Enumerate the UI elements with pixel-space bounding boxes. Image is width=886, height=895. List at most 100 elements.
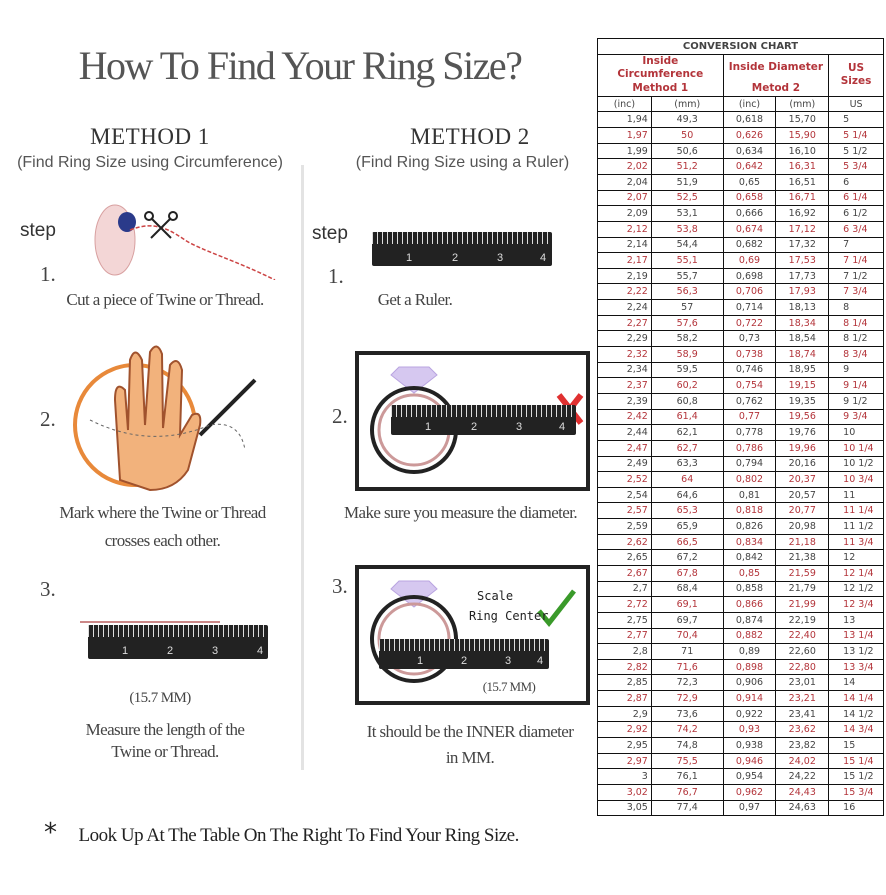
table-row: 2,32 58,9 0,738 18,74 8 3/4 — [597, 346, 884, 363]
table-cell: 0,874 — [722, 611, 777, 629]
table-row: 2,27 57,6 0,722 18,34 8 1/4 — [597, 314, 884, 332]
twine-spool-icon — [94, 204, 276, 280]
table-row: 3,02 76,7 0,962 24,43 15 3/4 — [597, 783, 884, 801]
table-row: 2,9 73,6 0,922 23,41 14 1/2 — [597, 705, 884, 723]
hand-icon — [73, 345, 257, 492]
table-cell: 6 1/2 — [828, 205, 884, 222]
table-cell: 68,4 — [650, 580, 724, 598]
table-cell: 0,69 — [722, 252, 777, 269]
table-cell: 2,59 — [597, 518, 652, 535]
table-cell: 2,85 — [597, 674, 652, 692]
table-row: 1,99 50,6 0,634 16,10 5 1/2 — [597, 142, 884, 160]
table-cell: 2,04 — [597, 173, 652, 191]
table-cell: 20,77 — [775, 502, 830, 520]
table-cell: 0,778 — [722, 424, 777, 441]
table-cell: 0,818 — [722, 502, 777, 520]
table-cell: 24,02 — [775, 752, 830, 770]
table-cell: 0,634 — [722, 142, 777, 160]
table-cell: 59,5 — [650, 361, 724, 379]
table-cell: 0,906 — [722, 674, 777, 692]
table-cell: 0,858 — [722, 580, 777, 598]
table-cell: 9 1/4 — [828, 377, 884, 394]
method2-step1-text: Get a Ruler. — [377, 290, 453, 309]
table-cell: 23,41 — [775, 705, 830, 723]
table-cell: 0,682 — [722, 236, 777, 254]
ruler-number: 4 — [540, 252, 547, 264]
table-cell: 75,5 — [650, 752, 724, 770]
table-row: 2,49 63,3 0,794 20,16 10 1/2 — [597, 455, 884, 473]
method1-step3-text2: Twine or Thread. — [111, 742, 219, 761]
table-cell: 7 1/2 — [828, 267, 884, 285]
table-cell: 0,826 — [722, 518, 777, 535]
table-row: 2,52 64 0,802 20,37 10 3/4 — [597, 471, 884, 488]
table-cell: 0,714 — [722, 299, 777, 316]
table-cell: 23,82 — [775, 737, 830, 754]
ruler-number: 2 — [461, 655, 468, 667]
table-row: 2,44 62,1 0,778 19,76 10 — [597, 424, 884, 441]
table-cell: 0,658 — [722, 189, 777, 207]
table-cell: 15,70 — [775, 111, 830, 129]
table-cell: 0,794 — [722, 455, 777, 473]
table-row: 2,47 62,7 0,786 19,96 10 1/4 — [597, 439, 884, 457]
table-cell: 24,22 — [775, 768, 830, 785]
column-header: (mm) — [775, 95, 830, 113]
table-row: 1,97 50 0,626 15,90 5 1/4 — [597, 127, 884, 144]
table-cell: 1,99 — [597, 142, 652, 160]
table-cell: 13 1/2 — [828, 643, 884, 660]
group2-subheader: Metod 2 — [722, 80, 830, 97]
table-cell: 6 — [828, 173, 884, 191]
table-cell: 2,52 — [597, 471, 652, 488]
table-cell: 14 1/4 — [828, 690, 884, 707]
table-cell: 0,89 — [722, 643, 777, 660]
table-cell: 0,722 — [722, 314, 777, 332]
table-cell: 66,5 — [650, 533, 724, 551]
table-cell: 2,14 — [597, 236, 652, 254]
table-cell: 3,02 — [597, 783, 652, 801]
table-cell: 2,29 — [597, 330, 652, 348]
table-row: 2,42 61,4 0,77 19,56 9 3/4 — [597, 408, 884, 426]
table-cell: 0,698 — [722, 267, 777, 285]
page-title: How To Find Your Ring Size? — [78, 43, 523, 88]
method1-step1-text: Cut a piece of Twine or Thread. — [66, 290, 264, 309]
table-cell: 2,39 — [597, 392, 652, 410]
table-cell: 0,946 — [722, 752, 777, 770]
table-cell: 2,8 — [597, 643, 652, 660]
table-cell: 10 3/4 — [828, 471, 884, 488]
table-row: 2,67 67,8 0,85 21,59 12 1/4 — [597, 565, 884, 582]
table-cell: 0,642 — [722, 158, 777, 175]
table-cell: 72,9 — [650, 690, 724, 707]
table-cell: 0,81 — [722, 486, 777, 504]
method1-step1-num: 1. — [40, 262, 56, 286]
table-cell: 2,9 — [597, 705, 652, 723]
table-row: 2,22 56,3 0,706 17,93 7 3/4 — [597, 283, 884, 301]
twine-line — [80, 621, 220, 623]
table-cell: 11 — [828, 486, 884, 504]
table-cell: 10 — [828, 424, 884, 441]
ruler-number: 3 — [516, 421, 523, 433]
table-cell: 0,754 — [722, 377, 777, 394]
table-cell: 7 3/4 — [828, 283, 884, 301]
table-cell: 13 — [828, 611, 884, 629]
table-cell: 50,6 — [650, 142, 724, 160]
method1-step3-num: 3. — [40, 577, 56, 601]
table-cell: 71,6 — [650, 658, 724, 676]
table-cell: 67,8 — [650, 565, 724, 582]
table-row: 2,57 65,3 0,818 20,77 11 1/4 — [597, 502, 884, 520]
method1-step3-text: Measure the length of the — [85, 720, 245, 739]
table-cell: 2,37 — [597, 377, 652, 394]
conversion-chart: CONVERSION CHART Inside Circumference Ins… — [597, 38, 884, 817]
table-row: 2,39 60,8 0,762 19,35 9 1/2 — [597, 392, 884, 410]
table-cell: 16,31 — [775, 158, 830, 175]
table-cell: 3,05 — [597, 799, 652, 817]
method2-step-label: step — [312, 223, 348, 244]
table-cell: 0,97 — [722, 799, 777, 817]
table-cell: 2,02 — [597, 158, 652, 175]
table-row: 2,17 55,1 0,69 17,53 7 1/4 — [597, 252, 884, 269]
table-cell: 72,3 — [650, 674, 724, 692]
table-cell: 2,57 — [597, 502, 652, 520]
table-cell: 2,54 — [597, 486, 652, 504]
pen-icon — [198, 378, 257, 437]
column-header: (mm) — [650, 95, 724, 113]
table-cell: 2,97 — [597, 752, 652, 770]
table-cell: 21,18 — [775, 533, 830, 551]
